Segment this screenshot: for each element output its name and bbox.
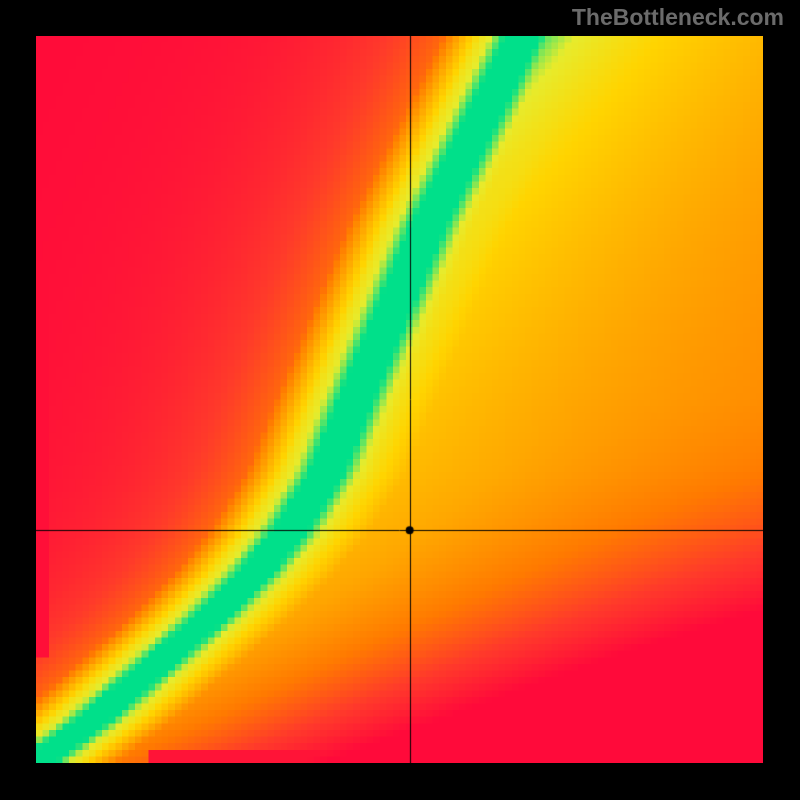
watermark-text: TheBottleneck.com <box>572 4 784 31</box>
crosshair-overlay <box>36 36 763 763</box>
chart-root: TheBottleneck.com <box>0 0 800 800</box>
